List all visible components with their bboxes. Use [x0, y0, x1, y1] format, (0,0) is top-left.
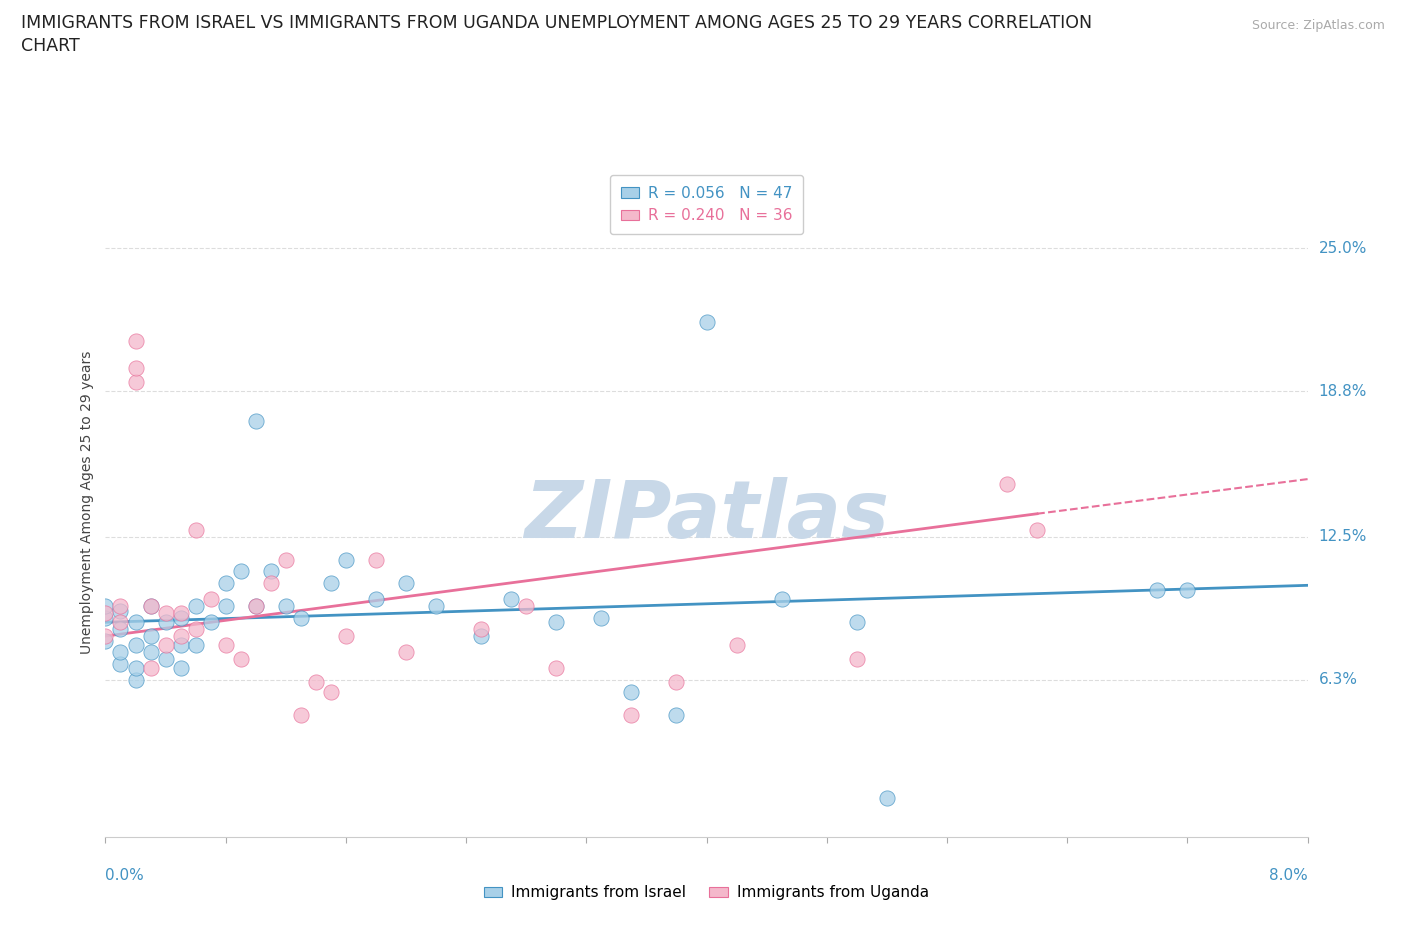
Point [665, 707, 688, 722]
Point [319, 684, 342, 699]
Text: CHART: CHART [21, 37, 80, 55]
Point [124, 615, 146, 630]
Point [214, 576, 236, 591]
Point [470, 629, 492, 644]
Point [110, 599, 132, 614]
Point [274, 599, 297, 614]
Point [139, 661, 162, 676]
Point [139, 599, 162, 614]
Point [1175, 582, 1198, 597]
Point [94, 629, 117, 644]
Point [124, 638, 146, 653]
Point [184, 622, 207, 637]
Point [229, 652, 252, 667]
Point [124, 672, 146, 687]
Point [364, 552, 387, 567]
Point [665, 675, 688, 690]
Point [229, 564, 252, 578]
Legend: Immigrants from Israel, Immigrants from Uganda: Immigrants from Israel, Immigrants from … [478, 879, 935, 907]
Point [110, 644, 132, 659]
Point [274, 552, 297, 567]
Point [245, 599, 267, 614]
Text: ZIPatlas: ZIPatlas [524, 476, 889, 554]
Point [169, 610, 191, 625]
Point [260, 576, 283, 591]
Point [110, 622, 132, 637]
Point [124, 361, 146, 376]
Point [214, 599, 236, 614]
Point [335, 552, 357, 567]
Point [260, 564, 283, 578]
Point [184, 638, 207, 653]
Point [155, 605, 177, 620]
Point [139, 644, 162, 659]
Point [110, 615, 132, 630]
Point [395, 576, 418, 591]
Point [501, 591, 523, 606]
Point [770, 591, 793, 606]
Point [305, 675, 328, 690]
Point [155, 615, 177, 630]
Point [845, 652, 868, 667]
Point [139, 599, 162, 614]
Point [290, 610, 312, 625]
Text: 6.3%: 6.3% [1319, 672, 1358, 687]
Point [245, 414, 267, 429]
Point [876, 790, 898, 805]
Point [169, 629, 191, 644]
Text: Source: ZipAtlas.com: Source: ZipAtlas.com [1251, 19, 1385, 32]
Point [94, 633, 117, 648]
Point [845, 615, 868, 630]
Point [169, 638, 191, 653]
Point [169, 661, 191, 676]
Point [319, 576, 342, 591]
Text: 25.0%: 25.0% [1319, 241, 1367, 256]
Point [245, 599, 267, 614]
Point [425, 599, 447, 614]
Point [169, 605, 191, 620]
Point [725, 638, 748, 653]
Point [124, 333, 146, 348]
Point [124, 375, 146, 390]
Point [591, 610, 613, 625]
Point [184, 599, 207, 614]
Point [515, 599, 537, 614]
Text: 8.0%: 8.0% [1268, 868, 1308, 883]
Point [395, 644, 418, 659]
Point [200, 591, 222, 606]
Point [214, 638, 236, 653]
Point [200, 615, 222, 630]
Point [364, 591, 387, 606]
Point [184, 523, 207, 538]
Point [124, 661, 146, 676]
Point [620, 684, 643, 699]
Y-axis label: Unemployment Among Ages 25 to 29 years: Unemployment Among Ages 25 to 29 years [80, 351, 94, 654]
Text: IMMIGRANTS FROM ISRAEL VS IMMIGRANTS FROM UGANDA UNEMPLOYMENT AMONG AGES 25 TO 2: IMMIGRANTS FROM ISRAEL VS IMMIGRANTS FRO… [21, 14, 1092, 32]
Text: 12.5%: 12.5% [1319, 529, 1367, 544]
Point [546, 615, 568, 630]
Point [139, 629, 162, 644]
Point [335, 629, 357, 644]
Point [1146, 582, 1168, 597]
Point [696, 314, 718, 329]
Point [995, 476, 1018, 491]
Point [290, 707, 312, 722]
Point [94, 605, 117, 620]
Point [1026, 523, 1049, 538]
Text: 18.8%: 18.8% [1319, 384, 1367, 399]
Text: 0.0%: 0.0% [105, 868, 145, 883]
Point [110, 604, 132, 618]
Point [110, 657, 132, 671]
Point [470, 622, 492, 637]
Point [155, 638, 177, 653]
Point [94, 599, 117, 614]
Point [546, 661, 568, 676]
Point [155, 652, 177, 667]
Point [94, 610, 117, 625]
Point [620, 707, 643, 722]
